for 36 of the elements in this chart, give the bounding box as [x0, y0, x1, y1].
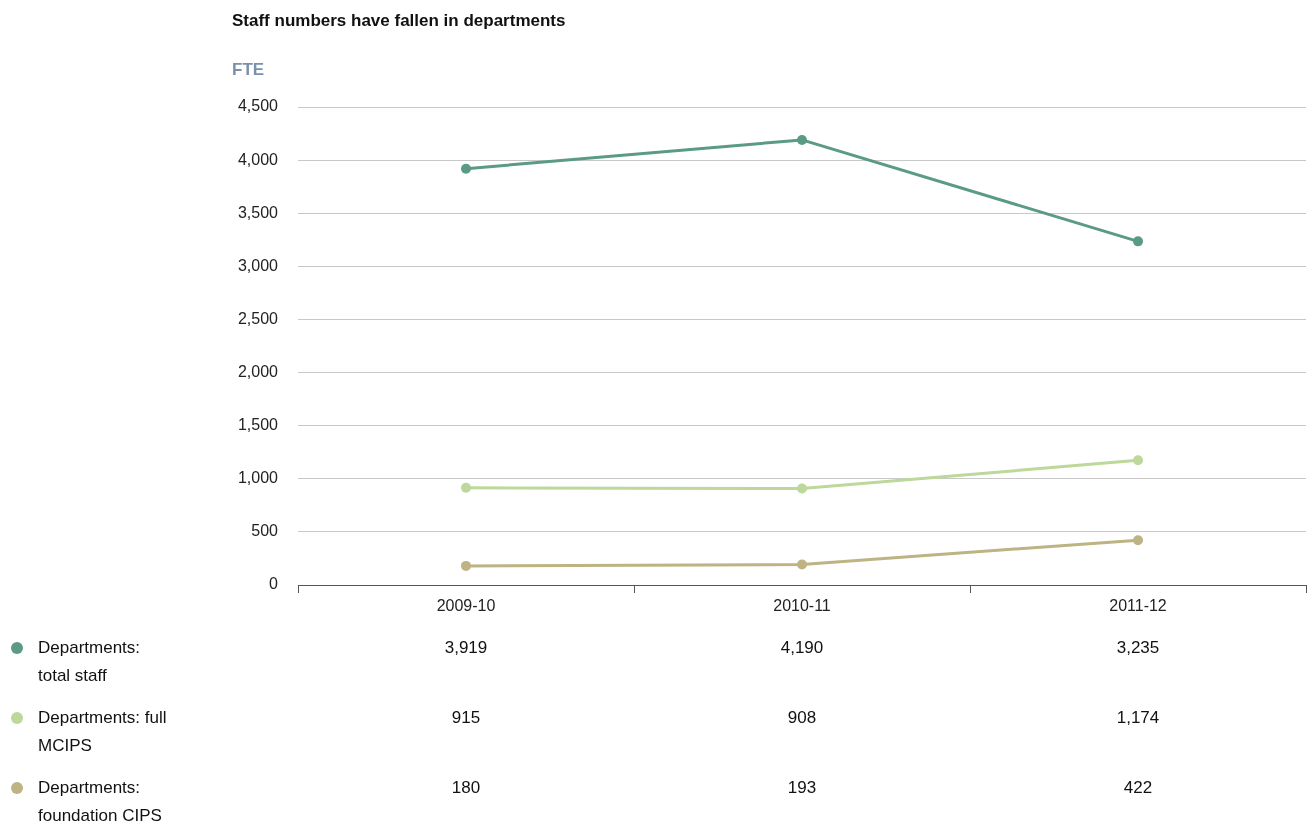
point: [797, 134, 807, 145]
y-tick-label: 500: [251, 522, 279, 540]
y-tick-label: 4,000: [237, 150, 279, 168]
legend-label: Departments: foundation CIPS: [38, 777, 162, 825]
point: [1133, 236, 1143, 247]
y-tick-label: 4,500: [237, 97, 279, 115]
data-label: 3,235: [1116, 637, 1160, 657]
point: [461, 482, 471, 493]
data-label: 4,190: [780, 637, 824, 657]
y-tick-label: 2,500: [237, 309, 279, 327]
point: [797, 559, 807, 570]
legend-label: Departments: full MCIPS: [38, 707, 167, 755]
data-label: 422: [1123, 777, 1153, 797]
data-label: 193: [787, 777, 817, 797]
y-tick-label: 1,500: [237, 416, 279, 434]
y-tick-label: 1,000: [237, 469, 279, 487]
y-tick-label: 3,000: [237, 256, 279, 274]
y-tick-label: 3,500: [237, 203, 279, 221]
data-label: 908: [787, 707, 817, 727]
x-tick-label: 2009-10: [436, 597, 496, 615]
point: [461, 560, 471, 571]
point: [797, 483, 807, 494]
data-label: 915: [451, 707, 481, 727]
data-label: 1,174: [1116, 707, 1160, 727]
y-axis-title: FTE: [232, 59, 265, 79]
data-label: 180: [451, 777, 481, 797]
point: [1133, 455, 1143, 466]
y-tick-label: 0: [269, 575, 279, 593]
y-tick-label: 2,000: [237, 362, 279, 380]
chart-title: Staff numbers have fallen in departments: [232, 10, 566, 30]
point: [1133, 535, 1143, 546]
data-label: 3,919: [444, 637, 488, 657]
point: [461, 163, 471, 174]
x-tick-label: 2011-12: [1109, 597, 1167, 615]
legend-label: Departments: total staff: [38, 637, 141, 685]
x-tick-label: 2010-11: [773, 597, 831, 615]
